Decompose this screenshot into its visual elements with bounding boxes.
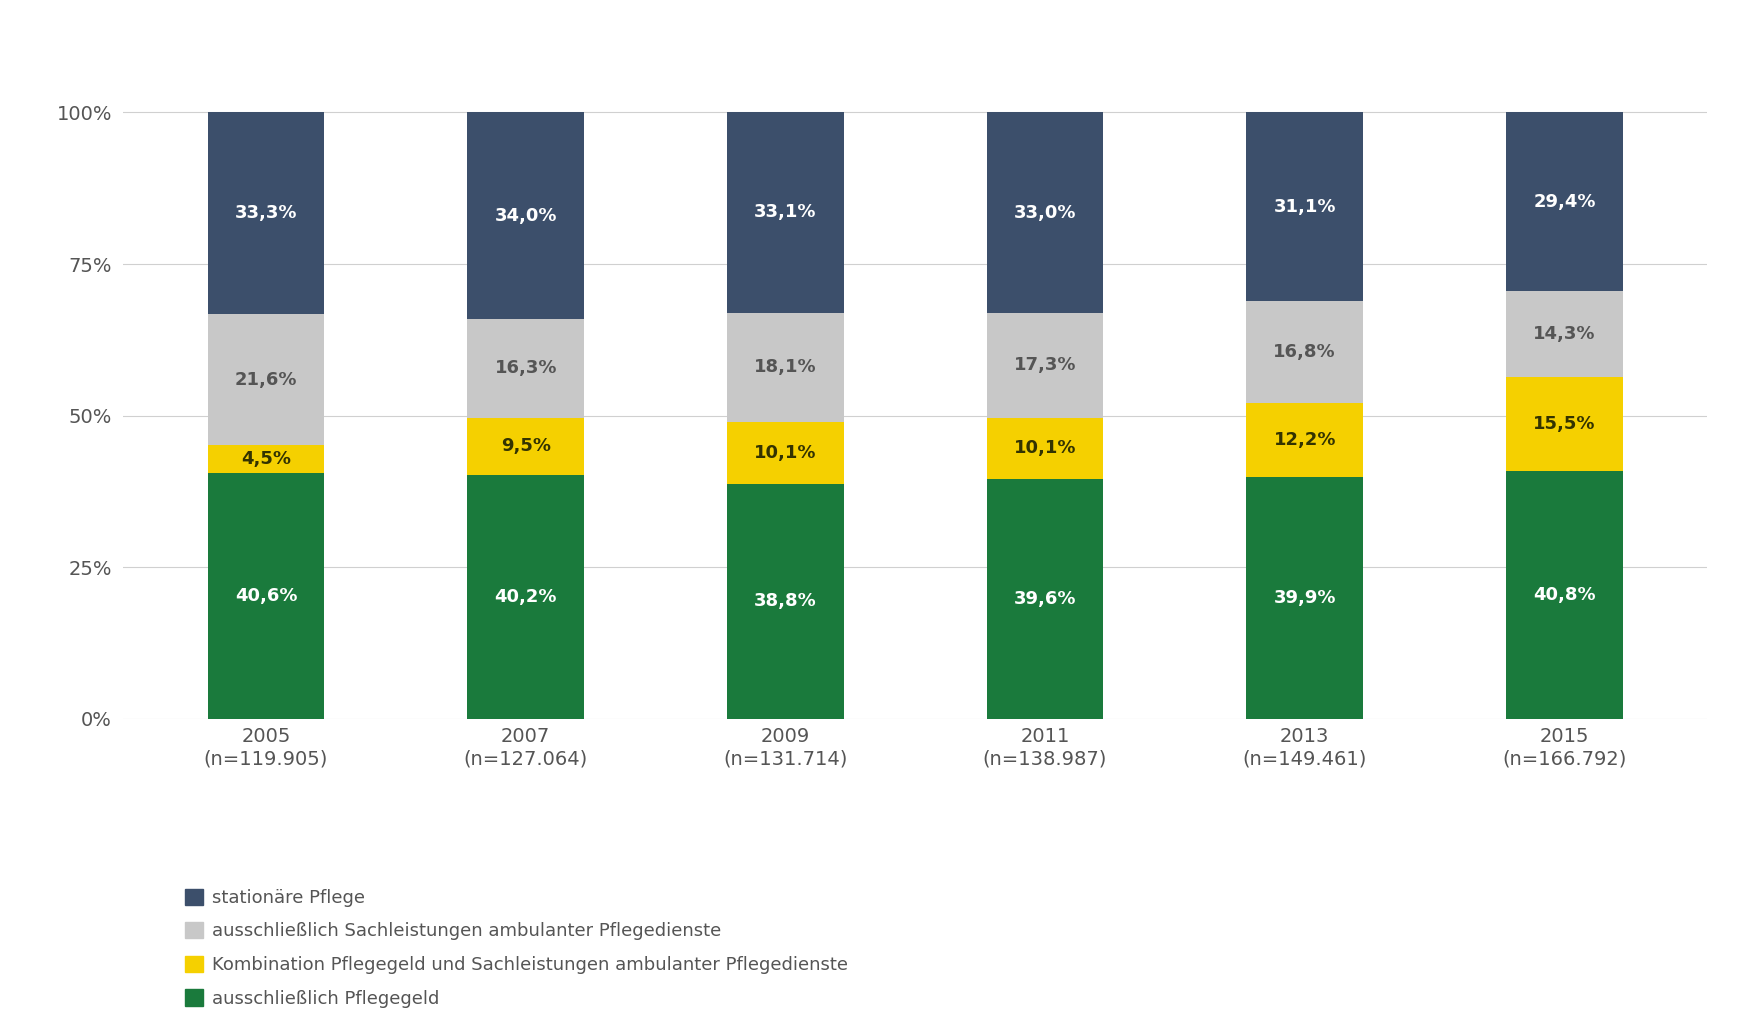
Bar (208, 446, 324, 472)
Text: 18,1%: 18,1% (753, 358, 817, 377)
Bar (1246, 403, 1364, 477)
Text: 33,1%: 33,1% (753, 203, 817, 221)
Bar (1246, 113, 1364, 301)
Bar (466, 418, 584, 476)
Bar (727, 312, 843, 422)
Bar (466, 318, 584, 418)
Text: 10,1%: 10,1% (1014, 440, 1077, 457)
Bar (987, 113, 1104, 312)
Bar (987, 418, 1104, 479)
Bar (987, 312, 1104, 418)
Text: 12,2%: 12,2% (1274, 431, 1336, 449)
Text: 40,2%: 40,2% (495, 588, 556, 606)
Text: 17,3%: 17,3% (1014, 356, 1077, 374)
Bar (1507, 471, 1623, 719)
Text: 29,4%: 29,4% (1533, 193, 1596, 211)
Text: 9,5%: 9,5% (500, 438, 551, 455)
Text: 10,1%: 10,1% (753, 444, 817, 462)
Legend: stationäre Pflege, ausschließlich Sachleistungen ambulanter Pflegedienste, Kombi: stationäre Pflege, ausschließlich Sachle… (185, 888, 848, 1007)
Bar (727, 112, 843, 312)
Text: 33,3%: 33,3% (234, 204, 297, 223)
Bar (1507, 291, 1623, 378)
Bar (1507, 378, 1623, 471)
Bar (727, 422, 843, 484)
Bar (466, 476, 584, 719)
Bar (208, 113, 324, 314)
Bar (1246, 477, 1364, 719)
Bar (987, 479, 1104, 719)
Text: 14,3%: 14,3% (1533, 326, 1596, 343)
Bar (208, 314, 324, 446)
Text: 34,0%: 34,0% (495, 206, 556, 225)
Bar (727, 484, 843, 719)
Text: 39,6%: 39,6% (1014, 589, 1077, 608)
Bar (1246, 301, 1364, 403)
Text: 31,1%: 31,1% (1274, 198, 1336, 216)
Text: 33,0%: 33,0% (1014, 203, 1077, 222)
Text: 40,8%: 40,8% (1533, 586, 1596, 604)
Text: 40,6%: 40,6% (234, 586, 297, 605)
Text: 38,8%: 38,8% (753, 593, 817, 610)
Bar (466, 113, 584, 318)
Text: 15,5%: 15,5% (1533, 416, 1596, 433)
Text: 39,9%: 39,9% (1274, 588, 1336, 607)
Text: 16,8%: 16,8% (1274, 343, 1336, 362)
Text: 21,6%: 21,6% (234, 371, 297, 389)
Text: 4,5%: 4,5% (241, 450, 290, 468)
Bar (1507, 113, 1623, 291)
Bar (208, 472, 324, 719)
Text: 16,3%: 16,3% (495, 359, 556, 377)
